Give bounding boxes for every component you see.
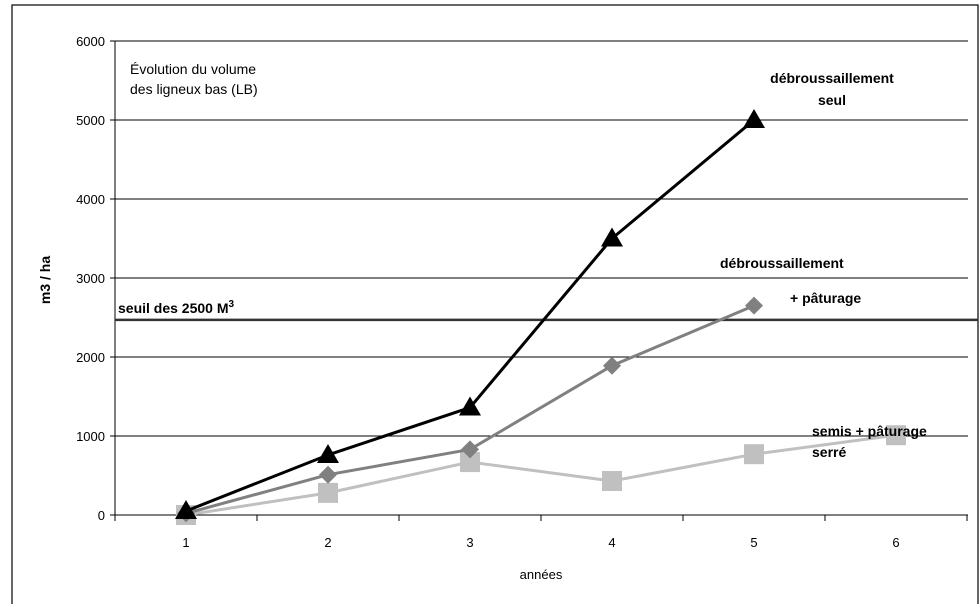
x-tick-label-3: 3 (466, 535, 473, 550)
series-1-point-3 (459, 396, 481, 416)
series-1-point-5 (743, 109, 765, 128)
series-label-2-line1: débroussaillement (720, 255, 844, 271)
y-axis: 0 1000 2000 3000 4000 5000 6000 (76, 34, 116, 523)
x-axis: 1 2 3 4 5 6 (114, 514, 968, 550)
series-label-1-line1: débroussaillement (770, 70, 894, 86)
series-label-2-line2: + pâturage (790, 290, 861, 306)
threshold-label: seuil des 2500 M3 (118, 299, 235, 316)
y-tick-label-4000: 4000 (76, 192, 105, 207)
series-label-1-line2: seul (818, 92, 846, 108)
chart-title-line2: des ligneux bas (LB) (130, 81, 258, 97)
x-tick-label-5: 5 (750, 535, 757, 550)
y-tick-label-6000: 6000 (76, 34, 105, 49)
series-3-point-5 (744, 444, 764, 465)
series-2-point-4 (603, 356, 621, 375)
y-tick-label-1000: 1000 (76, 429, 105, 444)
series-1-point-1 (175, 500, 197, 520)
series-layer (175, 109, 906, 525)
y-tick-label-2000: 2000 (76, 350, 105, 365)
series-label-3-line2: serré (812, 444, 846, 460)
x-tick-label-2: 2 (324, 535, 331, 550)
series-1-point-4 (601, 227, 623, 247)
gridlines (115, 40, 968, 437)
series-3-point-4 (602, 471, 622, 492)
threshold-label-sup: 3 (229, 299, 235, 310)
series-3-point-6 (886, 425, 906, 446)
series-line-3 (185, 433, 897, 517)
series-3-point-3 (460, 452, 480, 473)
chart-title-line1: Évolution du volume (130, 61, 256, 77)
x-tick-label-4: 4 (608, 535, 615, 550)
series-2-point-5 (745, 296, 763, 315)
x-axis-title: années (520, 567, 563, 582)
series-1-point-2 (317, 443, 339, 463)
y-axis-title: m3 / ha (37, 256, 53, 304)
y-tick-label-3000: 3000 (76, 271, 105, 286)
series-label-3-line1: semis + pâturage (812, 423, 927, 439)
series-2-point-3 (461, 440, 479, 459)
x-tick-label-6: 6 (892, 535, 899, 550)
y-tick-label-0: 0 (98, 508, 105, 523)
series-3-point-2 (318, 482, 338, 503)
y-tick-label-5000: 5000 (76, 113, 105, 128)
x-tick-label-1: 1 (182, 535, 189, 550)
series-2-point-2 (319, 465, 337, 484)
chart-frame (11, 4, 979, 604)
